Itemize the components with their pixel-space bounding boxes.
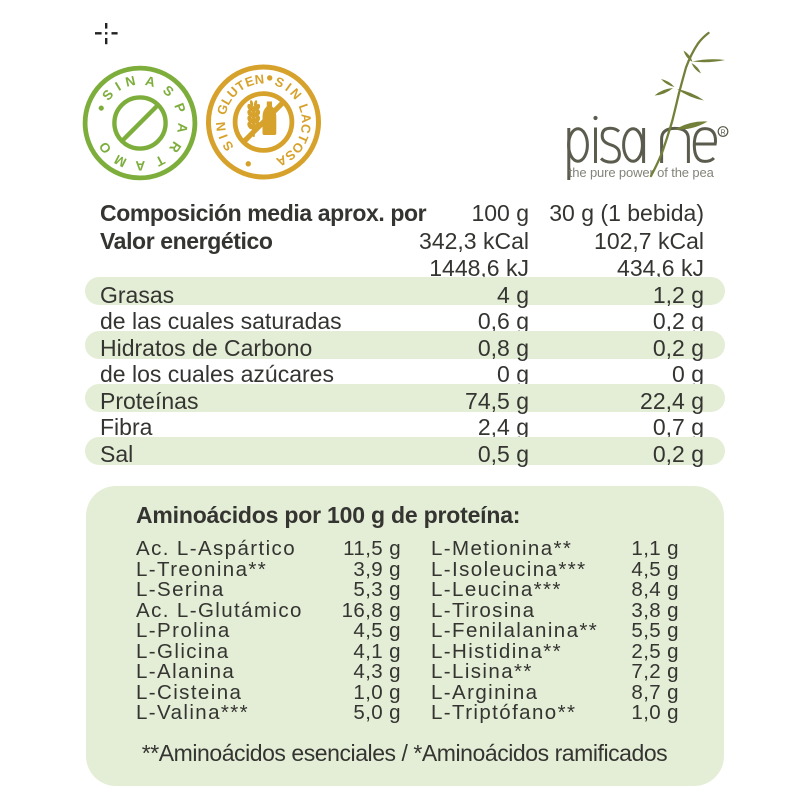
svg-text:N: N <box>213 121 229 132</box>
svg-text:R: R <box>166 138 184 155</box>
svg-text:A: A <box>298 113 314 124</box>
svg-text:P: P <box>171 101 188 115</box>
svg-text:A: A <box>144 73 157 90</box>
svg-text:C: C <box>297 123 313 135</box>
svg-text:S: S <box>99 86 116 103</box>
svg-text:O: O <box>96 139 114 156</box>
svg-text:G: G <box>214 103 231 117</box>
svg-text:S: S <box>219 138 236 154</box>
svg-text:M: M <box>112 151 129 169</box>
svg-text:N: N <box>124 73 137 90</box>
svg-text:I: I <box>113 79 124 94</box>
svg-text:N: N <box>254 72 265 88</box>
svg-text:T: T <box>152 152 167 169</box>
svg-text:S: S <box>160 82 177 99</box>
svg-text:the pure power of the pea: the pure power of the pea <box>569 165 715 180</box>
svg-text:I: I <box>282 80 294 94</box>
svg-text:R: R <box>720 130 725 137</box>
svg-text:A: A <box>175 122 191 134</box>
svg-text:A: A <box>135 158 145 173</box>
svg-text:I: I <box>215 133 230 142</box>
